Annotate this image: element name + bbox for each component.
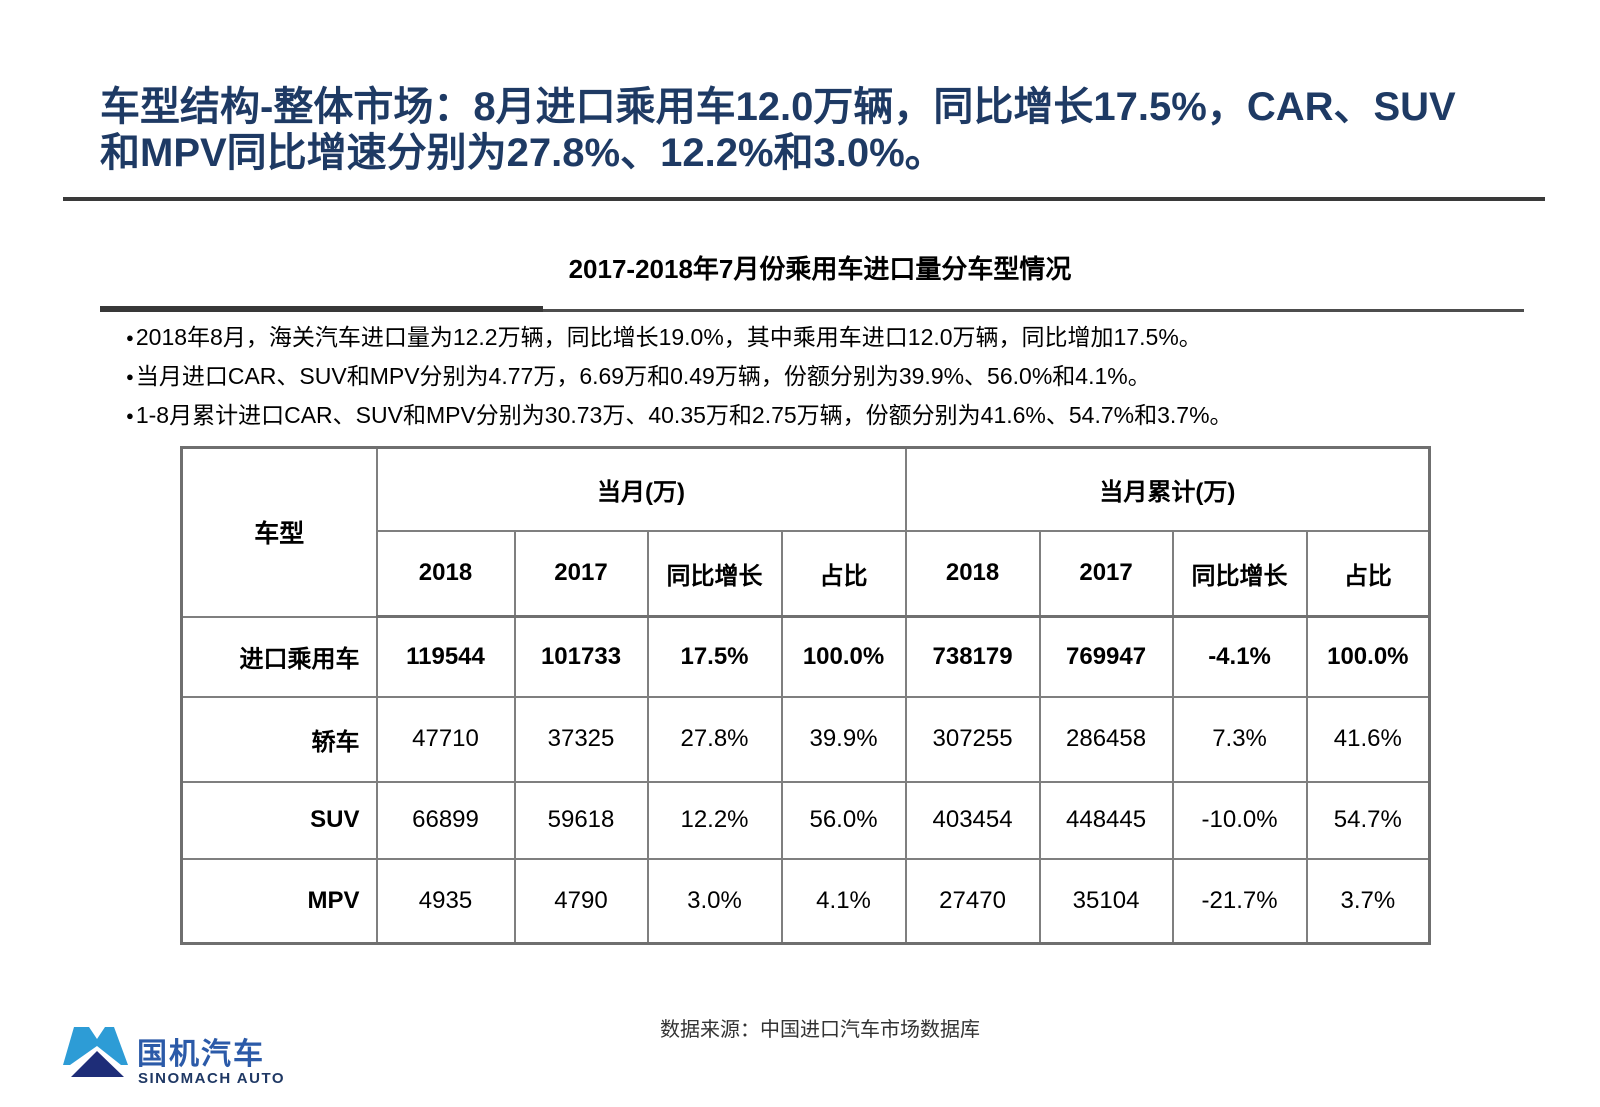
table-caption: 2017-2018年7月份乘用车进口量分车型情况 xyxy=(568,254,1072,284)
table-cell: 3.0% xyxy=(646,857,783,945)
caption-divider-left-segment xyxy=(100,306,543,312)
bullet-marker: ● xyxy=(126,369,134,384)
table-cell: 119544 xyxy=(375,615,516,698)
caption-divider-right-segment xyxy=(543,309,1524,312)
table-cell: -21.7% xyxy=(1171,857,1308,945)
import-volume-table: 车型 当月(万) 当月累计(万) 2018 2017 同比增长 占比 2018 … xyxy=(180,446,1432,945)
bullet-item: ●1-8月累计进口CAR、SUV和MPV分别为30.73万、40.35万和2.7… xyxy=(126,396,1486,435)
column-group-cumulative: 当月累计(万) xyxy=(904,446,1431,532)
sinomach-logo-icon xyxy=(63,1027,128,1077)
page-title-line-1: 车型结构-整体市场：8月进口乘用车12.0万辆，同比增长17.5%，CAR、SU… xyxy=(100,85,1456,129)
column-header-vehicle-type: 车型 xyxy=(180,446,378,618)
column-header: 2018 xyxy=(904,529,1041,618)
table-row: 进口乘用车 119544 101733 17.5% 100.0% 738179 … xyxy=(180,615,1431,698)
column-header: 占比 xyxy=(1305,529,1431,618)
logo-text-en: SINOMACH AUTO xyxy=(138,1070,285,1087)
title-divider xyxy=(63,197,1545,201)
table-cell: 307255 xyxy=(904,695,1041,783)
column-header: 2017 xyxy=(1038,529,1174,618)
table-cell: 7.3% xyxy=(1171,695,1308,783)
table-cell: 37325 xyxy=(513,695,649,783)
column-header: 同比增长 xyxy=(646,529,783,618)
table-cell: 738179 xyxy=(904,615,1041,698)
row-label: 进口乘用车 xyxy=(180,615,378,698)
table-cell: 27.8% xyxy=(646,695,783,783)
table-cell: 35104 xyxy=(1038,857,1174,945)
row-label: SUV xyxy=(180,780,378,860)
table-cell: -4.1% xyxy=(1171,615,1308,698)
bullet-text: 当月进口CAR、SUV和MPV分别为4.77万，6.69万和0.49万辆，份额分… xyxy=(135,363,1151,389)
table-cell: 286458 xyxy=(1038,695,1174,783)
table-cell: 403454 xyxy=(904,780,1041,860)
caption-divider xyxy=(100,305,1524,312)
table-cell: 769947 xyxy=(1038,615,1174,698)
bullet-text: 1-8月累计进口CAR、SUV和MPV分别为30.73万、40.35万和2.75… xyxy=(135,402,1233,428)
table-cell: 66899 xyxy=(375,780,516,860)
table-cell: 448445 xyxy=(1038,780,1174,860)
table-row: 轿车 47710 37325 27.8% 39.9% 307255 286458… xyxy=(180,695,1431,783)
table-row: SUV 66899 59618 12.2% 56.0% 403454 44844… xyxy=(180,780,1431,860)
table-cell: 3.7% xyxy=(1305,857,1431,945)
bullet-item: ●当月进口CAR、SUV和MPV分别为4.77万，6.69万和0.49万辆，份额… xyxy=(126,357,1486,396)
table-cell: 39.9% xyxy=(780,695,907,783)
table-cell: 100.0% xyxy=(1305,615,1431,698)
column-header: 2017 xyxy=(513,529,649,618)
data-source-note: 数据来源：中国进口汽车市场数据库 xyxy=(660,1019,980,1041)
table-cell: 41.6% xyxy=(1305,695,1431,783)
table-cell: 54.7% xyxy=(1305,780,1431,860)
table-cell: 100.0% xyxy=(780,615,907,698)
column-group-current-month: 当月(万) xyxy=(375,446,907,532)
table-cell: 4935 xyxy=(375,857,516,945)
table-row: MPV 4935 4790 3.0% 4.1% 27470 35104 -21.… xyxy=(180,857,1431,945)
page-title: 车型结构-整体市场：8月进口乘用车12.0万辆，同比增长17.5%，CAR、SU… xyxy=(100,84,1560,176)
column-header: 占比 xyxy=(780,529,907,618)
table-cell: -10.0% xyxy=(1171,780,1308,860)
bullet-marker: ● xyxy=(126,408,134,423)
bullet-list: ●2018年8月，海关汽车进口量为12.2万辆，同比增长19.0%，其中乘用车进… xyxy=(126,318,1486,435)
column-header: 2018 xyxy=(375,529,516,618)
logo-text-cn: 国机汽车 xyxy=(137,1038,265,1071)
bullet-marker: ● xyxy=(126,330,134,345)
bullet-text: 2018年8月，海关汽车进口量为12.2万辆，同比增长19.0%，其中乘用车进口… xyxy=(135,324,1202,350)
table-cell: 27470 xyxy=(904,857,1041,945)
table-cell: 47710 xyxy=(375,695,516,783)
bullet-item: ●2018年8月，海关汽车进口量为12.2万辆，同比增长19.0%，其中乘用车进… xyxy=(126,318,1486,357)
table-cell: 12.2% xyxy=(646,780,783,860)
table-cell: 56.0% xyxy=(780,780,907,860)
row-label: 轿车 xyxy=(180,695,378,783)
table-group-header-row: 车型 当月(万) 当月累计(万) xyxy=(180,446,1431,618)
table-cell: 59618 xyxy=(513,780,649,860)
table-cell: 4.1% xyxy=(780,857,907,945)
table-cell: 101733 xyxy=(513,615,649,698)
table-cell: 17.5% xyxy=(646,615,783,698)
page-title-line-2: 和MPV同比增速分别为27.8%、12.2%和3.0%。 xyxy=(100,131,945,175)
row-label: MPV xyxy=(180,857,378,945)
table-sub-header-row: 2018 2017 同比增长 占比 2018 2017 同比增长 占比 xyxy=(182,529,1431,618)
table-cell: 4790 xyxy=(513,857,649,945)
column-header: 同比增长 xyxy=(1171,529,1308,618)
